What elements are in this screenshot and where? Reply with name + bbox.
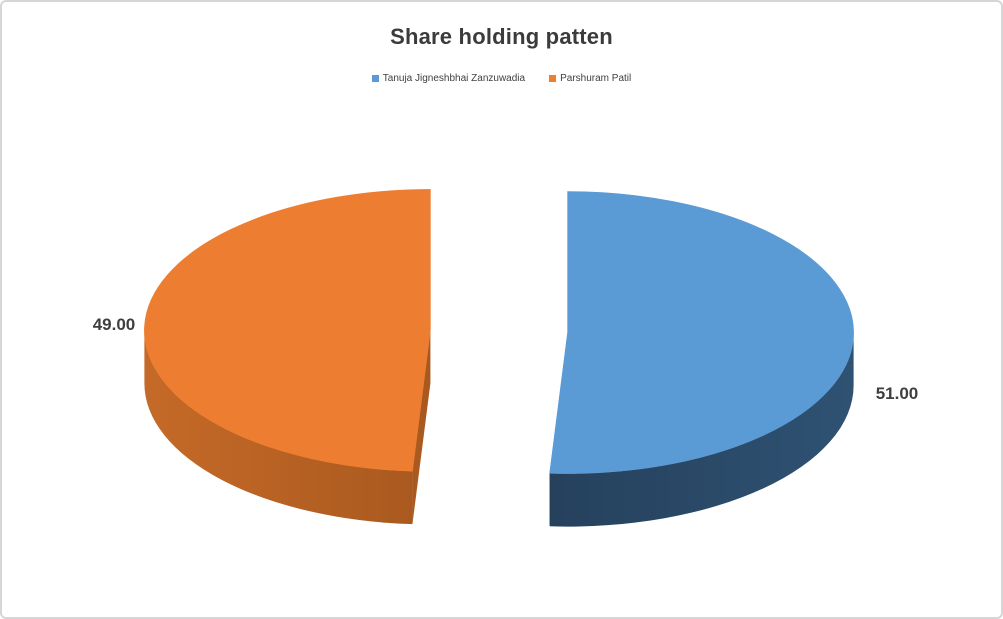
pie-slice-cut-face <box>412 330 431 525</box>
data-label-tanuja-jigneshbhai-zanzuwadia: 51.00 <box>876 384 919 403</box>
data-label-parshuram-patil: 49.00 <box>93 315 136 334</box>
chart-title: Share holding patten <box>390 24 613 49</box>
pie-slice-rim <box>144 330 413 525</box>
chart-legend: Tanuja Jigneshbhai Zanzuwadia Parshuram P… <box>2 73 1001 84</box>
legend-label: Tanuja Jigneshbhai Zanzuwadia <box>382 73 526 84</box>
pie-slice-rim <box>549 332 854 527</box>
pie-slice-top-face <box>549 191 854 474</box>
pie-slice-parshuram-patil[interactable] <box>144 189 431 525</box>
pie-slice-top-face <box>144 189 431 472</box>
legend-swatch-icon <box>549 75 557 82</box>
legend-label: Parshuram Patil <box>560 73 632 84</box>
legend-item-parshuram-patil[interactable]: Parshuram Patil <box>549 73 631 84</box>
pie-slice-tanuja-jigneshbhai-zanzuwadia[interactable] <box>549 191 854 527</box>
legend-item-tanuja-jigneshbhai-zanzuwadia[interactable]: Tanuja Jigneshbhai Zanzuwadia <box>371 73 526 84</box>
legend-swatch-icon <box>371 75 379 82</box>
